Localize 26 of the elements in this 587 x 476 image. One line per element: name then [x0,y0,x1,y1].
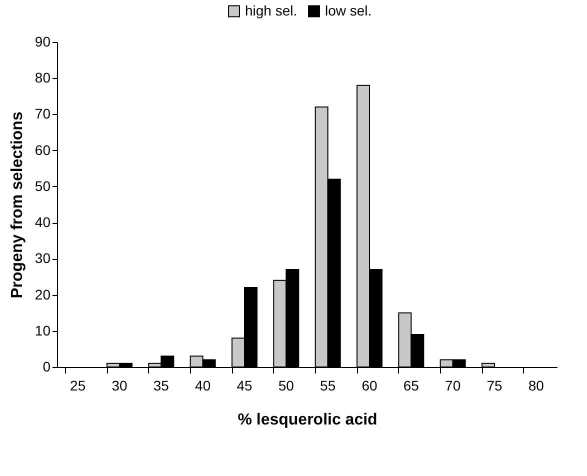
x-tick-label: 65 [403,378,420,394]
x-tick-label: 80 [528,378,544,394]
x-tick-label: 70 [445,378,461,394]
y-tick-label: 20 [34,286,51,302]
x-tick-label: 25 [70,378,86,394]
y-tick-label: 60 [34,142,51,158]
x-tick-label: 75 [486,378,502,394]
x-tick-label: 60 [362,378,378,394]
y-tick-label: 40 [34,214,51,230]
x-tick-label: 30 [112,378,128,394]
x-tick-label: 55 [320,378,336,394]
y-tick-label: 50 [34,178,51,194]
y-tick-label: 30 [34,250,51,266]
y-tick-label: 70 [34,106,51,122]
y-tick-label: 90 [34,34,51,50]
y-axis-title: Progeny from selections [8,112,26,298]
y-tick-label: 10 [34,322,51,338]
x-tick-label: 50 [278,378,294,394]
y-tick-label: 0 [42,358,51,374]
x-tick-label: 35 [153,378,170,394]
x-tick-label: 45 [236,378,252,394]
x-tick-label: 40 [195,378,211,394]
legend-label: low sel. [325,2,372,18]
y-tick-label: 80 [34,70,51,86]
x-axis-title: % lesquerolic acid [238,412,378,428]
legend-label: high sel. [245,2,298,18]
